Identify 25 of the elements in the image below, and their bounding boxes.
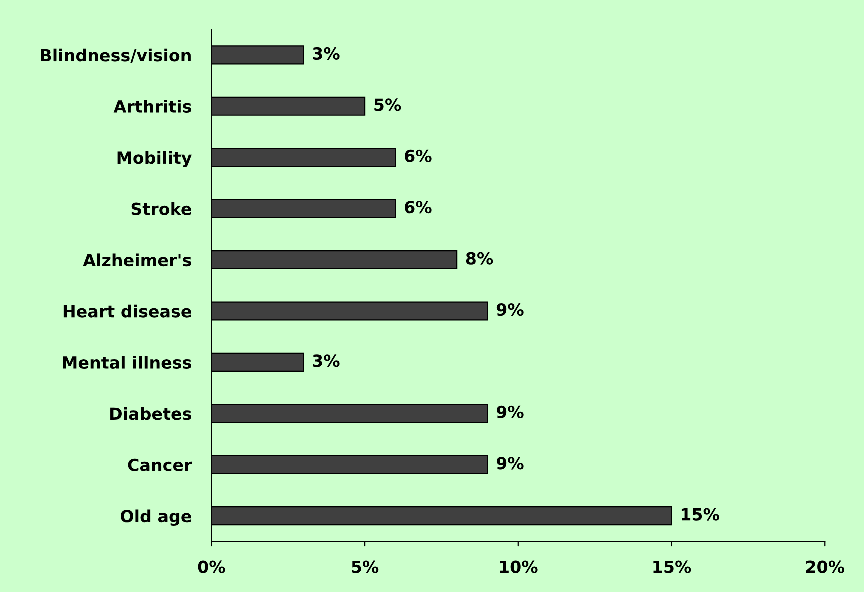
data-label: 8% bbox=[466, 252, 494, 265]
y-tick-label: Diabetes bbox=[110, 407, 192, 420]
y-tick-label: Heart disease bbox=[64, 304, 192, 318]
y-tick-label: Cancer bbox=[128, 458, 192, 472]
x-tick-label: 5% bbox=[352, 560, 379, 574]
data-label: 3% bbox=[313, 47, 340, 60]
x-tick-label: 15% bbox=[654, 560, 692, 574]
data-label: 15% bbox=[682, 508, 720, 521]
x-tick-label: 10% bbox=[500, 560, 538, 574]
data-label: 6% bbox=[405, 150, 432, 162]
x-tick-label: 0% bbox=[198, 560, 226, 574]
data-label: 5% bbox=[374, 98, 402, 112]
y-tick-label: Mobility bbox=[118, 151, 192, 168]
y-tick-label: Arthritis bbox=[114, 100, 192, 113]
y-tick-label: Stroke bbox=[132, 202, 192, 216]
data-label: 3% bbox=[313, 354, 340, 368]
y-tick-label: Alzheimer's bbox=[83, 254, 192, 267]
data-label: 6% bbox=[405, 201, 432, 214]
data-label: 9% bbox=[496, 303, 524, 316]
y-tick-label: Mental illness bbox=[63, 356, 192, 370]
y-tick-label: Old age bbox=[120, 510, 192, 526]
data-label: 9% bbox=[496, 457, 524, 470]
y-tick-label: Blindness/vision bbox=[41, 48, 191, 64]
data-label: 9% bbox=[496, 406, 524, 418]
x-tick-label: 20% bbox=[806, 560, 845, 574]
